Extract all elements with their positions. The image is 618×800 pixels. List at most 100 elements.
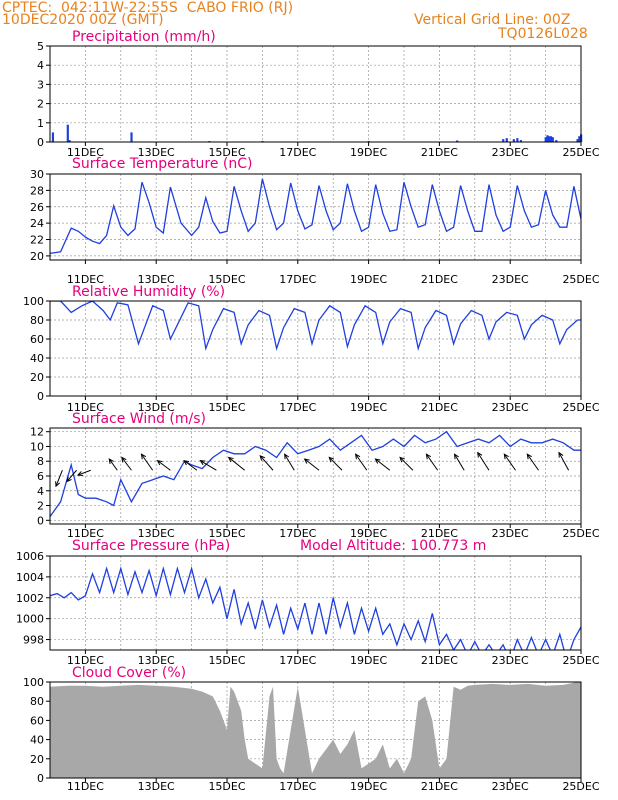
- precip-bar: [578, 136, 581, 142]
- precip-ytick-label: 0: [37, 136, 44, 149]
- pressure-line: [50, 565, 581, 650]
- precip-title: Precipitation (mm/h): [72, 29, 216, 45]
- wind-arrow-shaft: [183, 460, 198, 471]
- precip-bar: [66, 124, 69, 142]
- wind-arrow-shaft: [77, 469, 91, 476]
- rh-xtick-label: 15DEC: [208, 401, 245, 414]
- wind-arrow: [55, 470, 63, 488]
- cloud-frame: [49, 681, 582, 779]
- precip-xtick-label: 13DEC: [138, 146, 175, 159]
- rh-ytick-label: 60: [30, 333, 44, 346]
- wind-arrow-head: [284, 453, 290, 460]
- precip-bar: [505, 138, 508, 142]
- cloud-ytick-label: 40: [30, 734, 44, 747]
- header-station: CPTEC: 042:11W-22:55S CABO FRIO (RJ): [2, 0, 294, 16]
- precip-xtick-label: 11DEC: [67, 146, 104, 159]
- wind-arrow-shaft: [454, 453, 465, 471]
- wind-arrow: [374, 458, 391, 471]
- wind-arrow-shaft: [108, 458, 118, 471]
- temp-ytick-label: 28: [30, 184, 44, 197]
- precip-panel: 0 1 2 3 4 5 11DEC 13DEC 15DEC 17DEC 19DEC 21DEC 23DE…: [37, 29, 600, 159]
- wind-title: Surface Wind (m/s): [72, 411, 206, 427]
- cloud-ytick-label: 80: [30, 695, 44, 708]
- cloud-ytick-label: 0: [37, 772, 44, 785]
- wind-arrow-head: [526, 453, 532, 460]
- pressure-xtick-label: 13DEC: [138, 654, 175, 667]
- rh-ytick-label: 20: [30, 371, 44, 384]
- wind-arrow-shaft: [477, 452, 490, 471]
- wind-frame: [49, 427, 582, 525]
- cloud-panel: 0 20 40 60 80 100 11DEC 13DEC 15DEC 17DEC 19DEC 21D…: [23, 665, 600, 793]
- pressure-ytick-label: 1002: [16, 592, 44, 605]
- pressure-frame: [49, 555, 582, 651]
- wind-arrow-head: [328, 456, 335, 463]
- wind-xtick-label: 13DEC: [138, 527, 175, 540]
- rh-xtick-label: 21DEC: [421, 401, 458, 414]
- wind-arrow: [503, 453, 516, 471]
- wind-ytick-label: 2: [37, 500, 44, 513]
- wind-ytick-label: 4: [37, 485, 44, 498]
- precip-bar: [516, 138, 519, 142]
- wind-arrow-shaft: [200, 460, 217, 471]
- wind-xtick-label: 17DEC: [279, 527, 316, 540]
- temp-xtick-label: 15DEC: [208, 273, 245, 286]
- wind-xtick-label: 21DEC: [421, 527, 458, 540]
- wind-arrow: [108, 458, 118, 471]
- wind-arrow-shaft: [328, 457, 343, 471]
- precip-frame: [49, 45, 582, 143]
- pressure-xtick-label: 17DEC: [279, 654, 316, 667]
- pressure-xtick-label: 25DEC: [562, 654, 599, 667]
- precip-bar: [548, 136, 551, 142]
- wind-arrow-head: [76, 471, 83, 476]
- wind-arrow: [399, 456, 414, 471]
- wind-arrow-head: [156, 459, 163, 466]
- wind-arrow-head: [66, 476, 72, 483]
- temp-title: Surface Temperature (nC): [72, 156, 253, 172]
- temp-xtick-label: 25DEC: [562, 273, 599, 286]
- rh-ytick-label: 80: [30, 314, 44, 327]
- wind-arrow-head: [199, 460, 206, 466]
- wind-arrow-head: [55, 481, 61, 488]
- wind-ytick-label: 6: [37, 470, 44, 483]
- wind-arrow: [303, 458, 320, 471]
- rh-xtick-label: 19DEC: [350, 401, 387, 414]
- rh-title: Relative Humidity (%): [72, 284, 225, 300]
- rh-ytick-label: 0: [37, 390, 44, 403]
- wind-arrow-shaft: [141, 453, 154, 471]
- precip-bar: [51, 132, 55, 142]
- wind-xtick-label: 15DEC: [208, 527, 245, 540]
- cloud-xtick-label: 15DEC: [208, 780, 245, 793]
- rh-xtick-label: 25DEC: [562, 401, 599, 414]
- precip-bar: [576, 139, 579, 142]
- wind-arrow-head: [259, 454, 266, 461]
- precip-ytick-label: 4: [37, 59, 44, 72]
- pressure-ytick-label: 1000: [16, 613, 44, 626]
- wind-arrow-head: [399, 456, 405, 463]
- wind-arrow-head: [354, 453, 361, 460]
- wind-arrow-shaft: [426, 453, 439, 471]
- pressure-title: Surface Pressure (hPa): [72, 538, 230, 554]
- wind-arrow-head: [227, 456, 234, 463]
- wind-ytick-label: 12: [30, 426, 44, 439]
- rh-ytick-label: 40: [30, 352, 44, 365]
- precip-bar: [549, 136, 553, 142]
- pressure-xtick-label: 23DEC: [492, 654, 529, 667]
- wind-arrow: [121, 456, 132, 471]
- wind-arrow: [156, 459, 171, 471]
- precip-bar: [456, 140, 459, 142]
- pressure-xtick-label: 21DEC: [421, 654, 458, 667]
- precip-xtick-label: 17DEC: [279, 146, 316, 159]
- precip-xtick-label: 15DEC: [208, 146, 245, 159]
- temp-ytick-label: 20: [30, 250, 44, 263]
- wind-arrow-head: [140, 453, 147, 460]
- precip-bar: [551, 137, 554, 142]
- wind-arrow-shaft: [503, 453, 516, 471]
- cloud-ytick-label: 20: [30, 753, 44, 766]
- temp-xtick-label: 11DEC: [67, 273, 104, 286]
- temp-xtick-label: 13DEC: [138, 273, 175, 286]
- precip-bar: [130, 132, 133, 142]
- wind-xtick-label: 11DEC: [67, 527, 104, 540]
- wind-ytick-label: 0: [37, 514, 44, 527]
